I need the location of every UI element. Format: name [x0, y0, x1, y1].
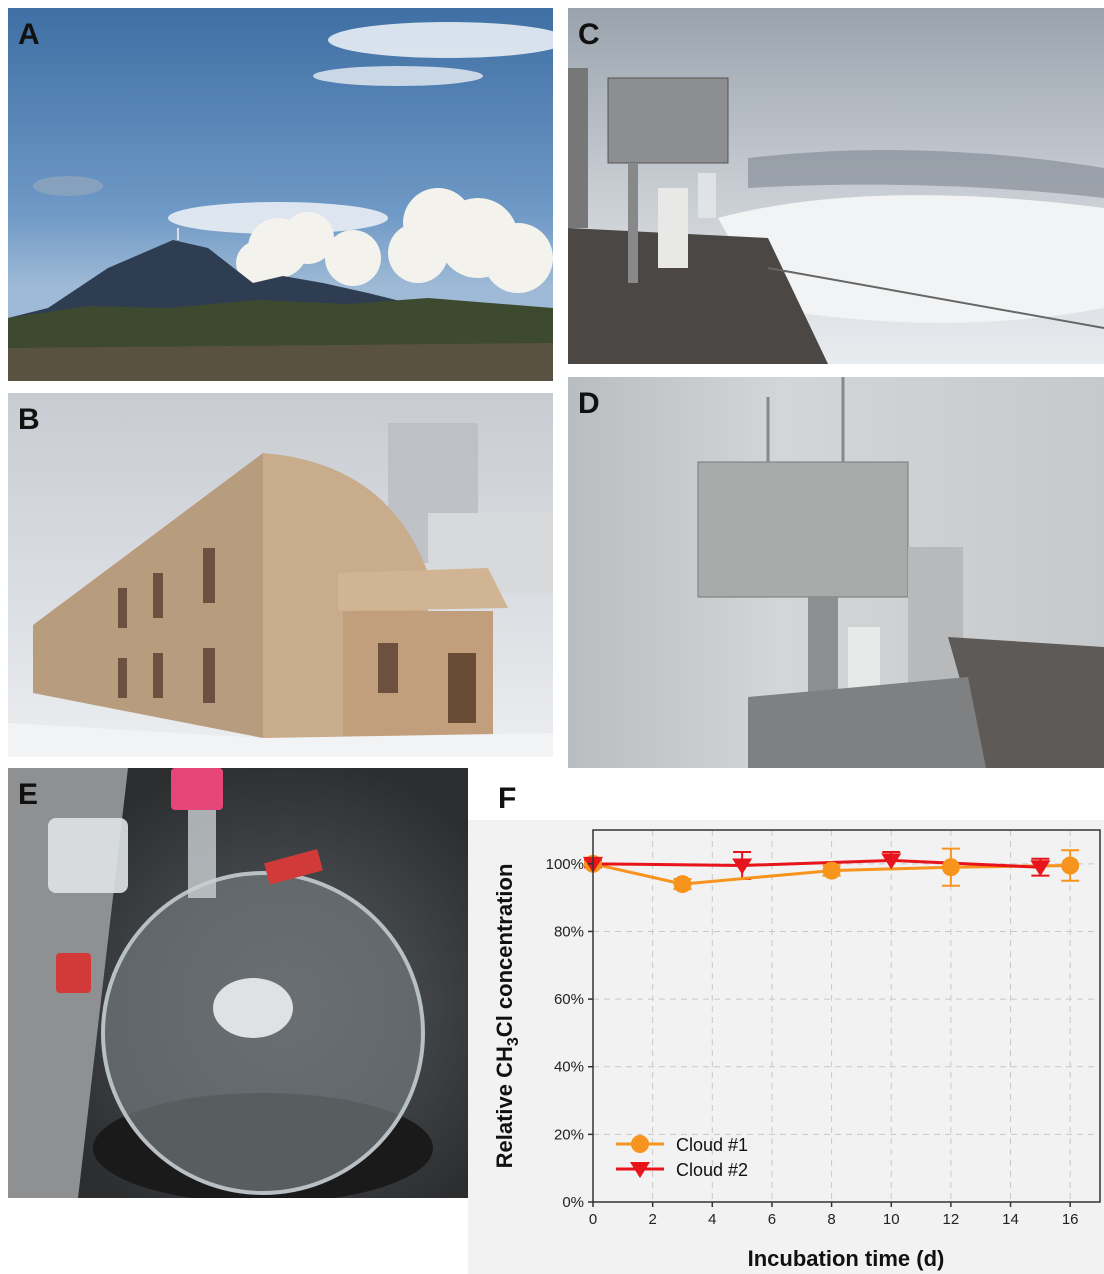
series-line-cloud-2	[592, 858, 1041, 869]
y-axis-title-subscript: 3	[505, 1037, 522, 1046]
ch3cl-concentration-chart: 0 2 4 6 8 10 12 14 16 0% 20% 40% 60% 80% 100% Incubati…	[468, 820, 1104, 1274]
legend: Cloud #1 Cloud #2	[616, 1135, 748, 1180]
panel-label-c: C	[578, 18, 600, 51]
plot-frame	[592, 829, 1101, 1203]
x-tick-label: 0	[589, 1211, 597, 1228]
photo-panel-c: C	[568, 8, 1104, 364]
panel-label-b: B	[18, 403, 40, 436]
chart-panel-f: 0 2 4 6 8 10 12 14 16 0% 20% 40% 60% 80% 100% Incubati…	[468, 768, 1104, 1274]
x-axis-title: Incubation time (d)	[748, 1246, 945, 1271]
x-tick-label: 10	[883, 1211, 900, 1228]
y-tick-label: 60%	[554, 991, 584, 1008]
x-tick-label: 12	[943, 1211, 960, 1228]
y-axis-title-part2: Cl concentration	[492, 864, 517, 1038]
panel-label-a: A	[18, 18, 40, 51]
cloud-sampler-roof-photo	[568, 68, 1104, 364]
incubation-flask-photo	[8, 768, 433, 1198]
data-point-cloud-1	[822, 861, 841, 880]
data-point-cloud-2	[881, 853, 902, 870]
photo-panel-e: E	[8, 768, 468, 1198]
y-tick-label: 20%	[554, 1126, 584, 1143]
photo-panel-d: D	[568, 377, 1104, 778]
photo-panel-a: A	[8, 8, 553, 381]
y-tick-label: 100%	[546, 856, 584, 873]
legend-label-cloud-2: Cloud #2	[676, 1160, 748, 1180]
puy-de-dome-landscape-photo	[8, 22, 553, 381]
data-point-cloud-1	[673, 875, 692, 894]
x-tick-label: 4	[708, 1211, 716, 1228]
y-axis-title-part1: Relative CH	[492, 1046, 517, 1168]
y-axis-title: Relative CH3Cl concentration	[492, 864, 522, 1169]
x-tick-label: 6	[768, 1211, 776, 1228]
data-point-cloud-2	[732, 858, 753, 875]
panel-label-e: E	[18, 778, 39, 811]
data-point-cloud-1	[1061, 856, 1080, 875]
x-tick-label: 2	[648, 1211, 656, 1228]
x-tick-label: 8	[827, 1211, 835, 1228]
y-tick-label: 40%	[554, 1059, 584, 1076]
legend-marker-cloud-1	[631, 1135, 649, 1153]
x-tick-label: 16	[1062, 1211, 1079, 1228]
photo-panel-b: B	[8, 393, 553, 757]
legend-label-cloud-1: Cloud #1	[676, 1135, 748, 1155]
observatory-building-photo	[8, 423, 553, 757]
cloud-sampler-in-fog-photo	[697, 377, 1104, 778]
y-tick-label: 0%	[562, 1194, 584, 1211]
legend-marker-cloud-2	[630, 1162, 650, 1178]
data-point-cloud-1	[941, 858, 960, 877]
chart-background	[468, 820, 1104, 1274]
panel-label-f: F	[498, 782, 517, 815]
data-point-cloud-2	[1030, 860, 1051, 877]
y-tick-label: 80%	[554, 923, 584, 940]
panel-label-d: D	[578, 387, 600, 420]
x-tick-label: 14	[1002, 1211, 1019, 1228]
